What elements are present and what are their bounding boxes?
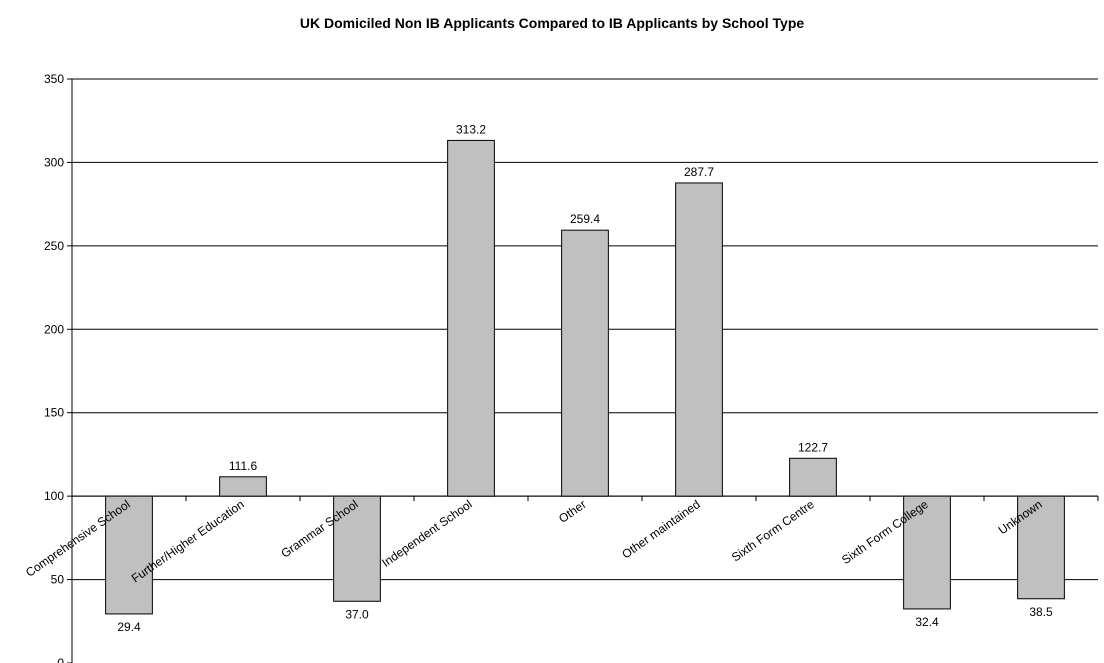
category-label: Independent School (379, 497, 474, 570)
y-tick-label: 150 (44, 406, 64, 420)
y-tick-label: 300 (44, 155, 64, 169)
bar (333, 495, 381, 602)
bar (675, 182, 723, 497)
y-tick-label: 0 (57, 656, 64, 663)
bar (789, 457, 837, 497)
bar (447, 139, 495, 497)
bar (1017, 495, 1065, 600)
y-tick-label: 100 (44, 489, 64, 503)
data-label: 122.7 (798, 440, 828, 454)
y-tick-label: 350 (44, 72, 64, 86)
bar (219, 476, 267, 497)
data-label: 287.7 (684, 165, 714, 179)
data-label: 38.5 (1029, 605, 1053, 619)
data-label: 32.4 (915, 615, 939, 629)
y-tick-label: 250 (44, 239, 64, 253)
bar (903, 495, 951, 610)
y-tick-label: 50 (51, 573, 65, 587)
data-label: 313.2 (456, 122, 486, 136)
bar (105, 495, 153, 615)
data-label: 259.4 (570, 212, 600, 226)
chart-title: UK Domiciled Non IB Applicants Compared … (299, 15, 805, 31)
category-label: Other maintained (619, 497, 702, 561)
data-label: 111.6 (229, 459, 258, 473)
data-label: 37.0 (345, 607, 369, 621)
data-label: 29.4 (117, 620, 141, 634)
y-tick-label: 200 (44, 322, 64, 336)
category-label: Sixth Form Centre (729, 497, 817, 564)
bar (561, 229, 609, 497)
category-label: Other (556, 497, 589, 526)
bars (105, 139, 1065, 615)
